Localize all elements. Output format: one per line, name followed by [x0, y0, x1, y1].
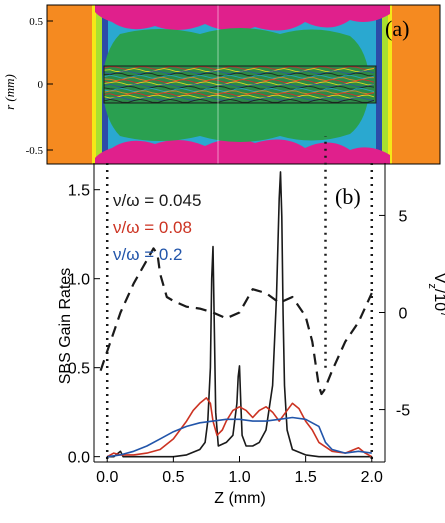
beam-streak [103, 92, 375, 97]
panel-a-heatmap: 0.5 0 -0.5 r (mm) (a) [2, 4, 441, 165]
legend-entry-0.045: ν/ω = 0.045 [113, 191, 201, 210]
panel-a-yticklabel: 0.5 [29, 16, 43, 28]
x-tick-label: 1.0 [228, 469, 250, 486]
beam-streak [103, 74, 375, 79]
beam-outline [103, 65, 377, 104]
beam-streak [103, 90, 375, 95]
y-tick-label: 0.5 [68, 361, 90, 378]
beam-streak [103, 87, 375, 92]
beam-streak [103, 70, 375, 75]
heatmap-magenta-bottom [95, 139, 390, 164]
beam-streak [103, 83, 375, 88]
panel-b-label: (b) [335, 184, 361, 209]
panel-a-yticklabel: -0.5 [26, 145, 44, 157]
beam-streak [103, 98, 375, 103]
beam-streak [103, 79, 375, 84]
series-line-0 [107, 171, 372, 458]
panel-b-dotted-bounds [105, 163, 374, 462]
beam-streak [103, 94, 375, 99]
heatmap-magenta-top [95, 5, 390, 31]
legend-entry-0.08: ν/ω = 0.08 [113, 218, 192, 237]
y-tick-label: 1.0 [68, 272, 90, 289]
x-tick-label: 0.0 [96, 469, 118, 486]
panel-a-ylabel: r (mm) [2, 74, 17, 110]
beam-streak [103, 72, 375, 77]
panel-b-ticks: 0.0 0.5 1.0 1.5 2.0 0.0 0.5 1.0 1.5 5 0 -5 [68, 183, 410, 486]
series-line-3 [99, 247, 373, 396]
y-tick-label: 0.0 [68, 450, 90, 467]
beam-streak [103, 81, 375, 86]
panel-a-yticklabel: 0 [38, 79, 44, 91]
y-axis-label: SBS Gain Rates [57, 268, 74, 385]
beam-streak [103, 96, 375, 101]
y2-tick-label: 5 [399, 208, 408, 225]
y2-tick-label: 0 [399, 306, 408, 323]
beam-streak [103, 66, 375, 71]
series-line-1 [106, 397, 373, 458]
x-axis-label: Z (mm) [214, 490, 266, 507]
panel-a-label: (a) [385, 16, 409, 41]
panel-b-linechart: 0.0 0.5 1.0 1.5 2.0 0.0 0.5 1.0 1.5 5 0 -5 SBS Gain… [57, 136, 445, 507]
y2-tick-label: -5 [396, 403, 410, 420]
y2-axis-label: Vz/107 [426, 273, 445, 318]
legend-entry-0.2: ν/ω = 0.2 [113, 245, 183, 264]
beam-streaks [103, 66, 375, 103]
x-tick-label: 2.0 [361, 469, 383, 486]
x-tick-label: 0.5 [162, 469, 184, 486]
beam-streak [103, 68, 375, 73]
series-line-2 [107, 416, 372, 458]
panel-b-series [99, 136, 373, 458]
y-tick-label: 1.5 [68, 183, 90, 200]
x-tick-label: 1.5 [295, 469, 317, 486]
